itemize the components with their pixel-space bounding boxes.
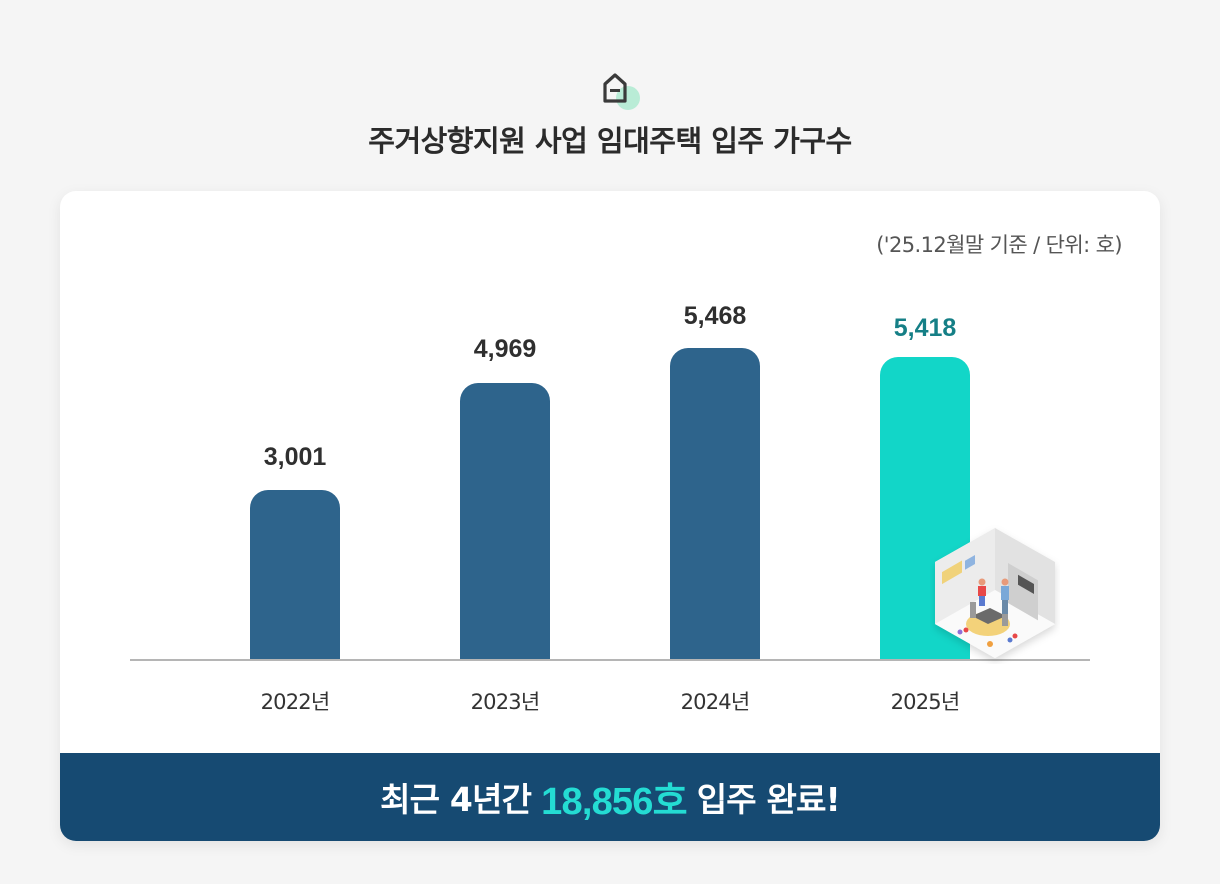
summary-total: 18,856호	[541, 780, 687, 823]
bar-group-2025: 5,418 2025년	[865, 191, 985, 751]
bar	[250, 490, 340, 660]
bar	[460, 383, 550, 660]
bar-label: 2024년	[680, 690, 751, 714]
bar-label: 2025년	[890, 690, 961, 714]
summary-banner: 최근 4년간 18,856호 입주 완료!	[60, 753, 1160, 841]
bar-group-2024: 5,468 2024년	[655, 191, 775, 751]
x-axis-line	[130, 659, 1090, 661]
bar-value: 4,969	[473, 335, 537, 363]
bar-value-highlight: 5,418	[893, 314, 957, 342]
chart-card: ('25.12월말 기준 / 단위: 호) 3,001 2022년 4,969 …	[60, 191, 1160, 841]
bar-label: 2022년	[260, 690, 331, 714]
bar-chart: 3,001 2022년 4,969 2023년 5,468 2024년 5,41…	[60, 191, 1160, 751]
bar-group-2023: 4,969 2023년	[445, 191, 565, 751]
house-icon	[603, 73, 640, 110]
bar-group-2022: 3,001 2022년	[235, 191, 355, 751]
home-illustration-icon	[935, 528, 1055, 658]
summary-prefix: 최근 4년간	[380, 780, 532, 819]
bar-value: 3,001	[263, 443, 327, 471]
unit-note: ('25.12월말 기준 / 단위: 호)	[876, 233, 1122, 257]
page-title: 주거상향지원 사업 임대주택 입주 가구수	[368, 124, 852, 158]
summary-suffix: 입주 완료!	[696, 780, 841, 819]
bar-label: 2023년	[470, 690, 541, 714]
bar	[670, 348, 760, 660]
bar-value: 5,468	[683, 302, 747, 330]
